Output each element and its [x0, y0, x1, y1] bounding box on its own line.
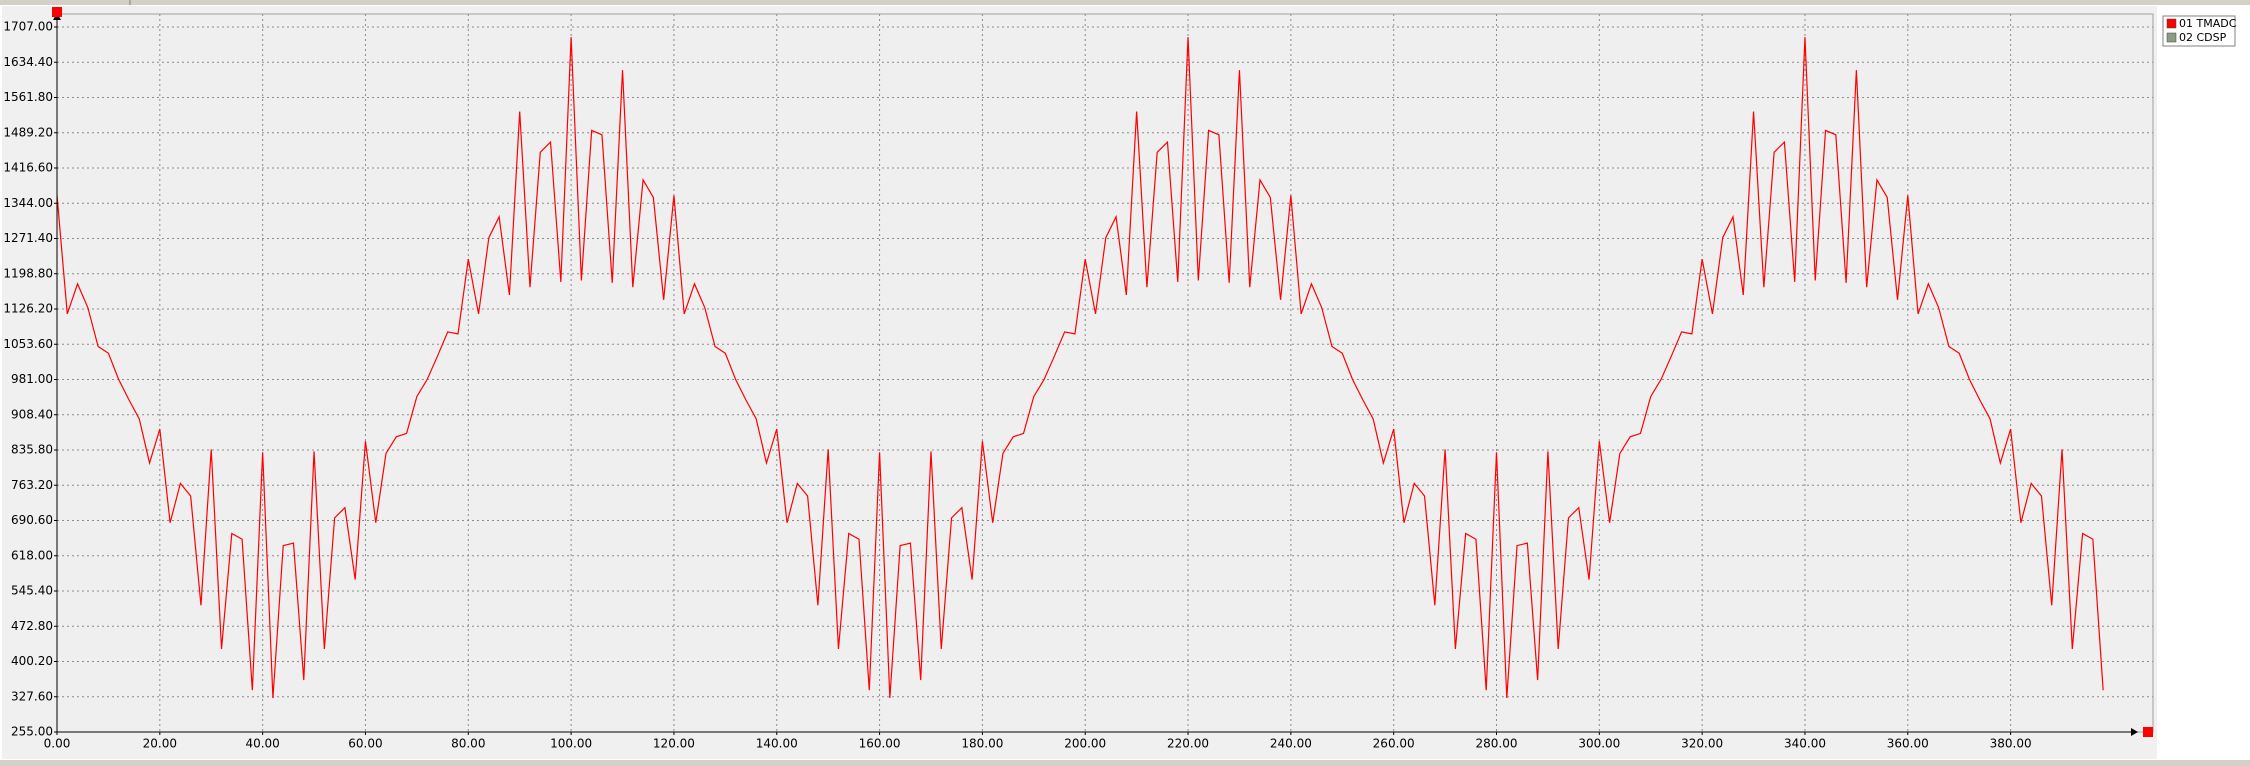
y-tick-label: 1126.20	[3, 302, 53, 316]
data-lines	[56, 37, 2104, 699]
x-tick-label: 280.00	[1476, 737, 1518, 751]
x-tick-label: 260.00	[1373, 737, 1415, 751]
y-cursor-marker[interactable]	[52, 7, 62, 17]
x-tick-label: 380.00	[1990, 737, 2032, 751]
y-tick-label: 1271.40	[3, 231, 53, 245]
x-tick-label: 140.00	[756, 737, 798, 751]
y-tick-label: 400.20	[11, 654, 53, 668]
legend-label: 01 TMADC	[2179, 17, 2237, 30]
x-tick-label: 240.00	[1270, 737, 1312, 751]
legend-label: 02 CDSP	[2179, 31, 2227, 44]
x-tick-label: 340.00	[1784, 737, 1826, 751]
tick-labels: 255.00 327.60 400.20 472.80 545.40 618.00 690.…	[3, 20, 2031, 751]
plot-area	[56, 13, 2154, 733]
x-tick-label: 60.00	[348, 737, 382, 751]
x-tick-label: 180.00	[961, 737, 1003, 751]
y-tick-label: 1634.40	[3, 55, 53, 69]
x-tick-label: 20.00	[143, 737, 177, 751]
x-tick-label: 220.00	[1167, 737, 1209, 751]
y-tick-label: 327.60	[11, 689, 53, 703]
top-frame	[0, 0, 2250, 5]
y-tick-label: 1198.80	[3, 266, 53, 280]
y-tick-label: 1344.00	[3, 196, 53, 210]
y-tick-label: 1489.20	[3, 125, 53, 139]
y-tick-label: 618.00	[11, 548, 53, 562]
y-tick-label: 981.00	[11, 372, 53, 386]
x-tick-label: 40.00	[245, 737, 279, 751]
y-tick-label: 472.80	[11, 619, 53, 633]
x-tick-label: 300.00	[1578, 737, 1620, 751]
x-cursor-marker[interactable]	[2143, 727, 2153, 737]
y-tick-label: 690.60	[11, 513, 53, 527]
x-tick-label: 200.00	[1064, 737, 1106, 751]
x-tick-label: 80.00	[451, 737, 485, 751]
y-tick-label: 255.00	[11, 725, 53, 739]
legend-swatch	[2166, 32, 2177, 43]
x-tick-label: 120.00	[653, 737, 695, 751]
x-tick-label: 320.00	[1681, 737, 1723, 751]
x-tick-label: 360.00	[1887, 737, 1929, 751]
y-tick-label: 545.40	[11, 584, 53, 598]
y-tick-label: 1707.00	[3, 20, 53, 34]
legend-swatch	[2166, 18, 2177, 29]
y-tick-label: 835.80	[11, 443, 53, 457]
data-line	[56, 37, 2104, 699]
y-tick-label: 1561.80	[3, 90, 53, 104]
y-tick-label: 1416.60	[3, 161, 53, 175]
x-tick-label: 160.00	[859, 737, 901, 751]
y-tick-label: 763.20	[11, 478, 53, 492]
x-axis-arrow	[2131, 728, 2138, 736]
y-tick-label: 908.40	[11, 407, 53, 421]
y-tick-label: 1053.60	[3, 337, 53, 351]
x-tick-label: 0.00	[44, 737, 71, 751]
bottom-frame	[0, 760, 2250, 766]
x-tick-label: 100.00	[550, 737, 592, 751]
